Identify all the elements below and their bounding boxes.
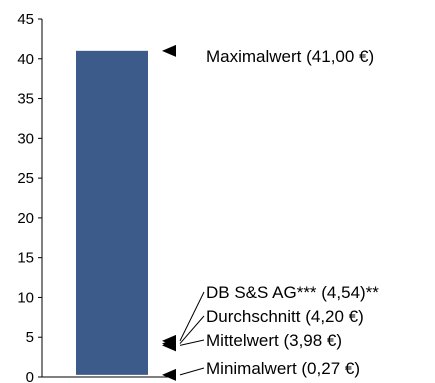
plot-area	[76, 50, 148, 375]
y-tick-label: 35	[17, 91, 34, 108]
annotation-label: DB S&S AG*** (4,54)**	[206, 283, 379, 302]
y-tick-label: 30	[17, 130, 34, 147]
annotation-leader-line	[179, 339, 205, 346]
y-tick-label: 40	[17, 51, 34, 68]
y-tick-label: 25	[17, 170, 34, 187]
y-tick-label: 10	[17, 289, 34, 306]
annotation-leader-line	[179, 315, 205, 344]
annotation-label: Minimalwert (0,27 €)	[206, 359, 360, 378]
y-tick-label: 15	[17, 250, 34, 267]
range-bar	[76, 50, 148, 375]
annotation-label: Mittelwert (3,98 €)	[206, 331, 342, 350]
y-tick-label: 0	[26, 369, 34, 383]
y-tick-label: 45	[17, 11, 34, 28]
y-tick-label: 5	[26, 329, 34, 346]
annotation-marker	[162, 368, 176, 381]
annotation-marker	[162, 339, 176, 352]
y-axis: 0 5 10 15 20 25 30 35 40 45	[17, 11, 176, 383]
annotation-leader-line	[179, 367, 205, 376]
annotation-label: Maximalwert (41,00 €)	[206, 47, 374, 66]
annotations: Maximalwert (41,00 €) DB S&S AG*** (4,54)…	[162, 44, 379, 381]
y-tick-label: 20	[17, 210, 34, 227]
annotation-label: Durchschnitt (4,20 €)	[206, 307, 364, 326]
annotation-marker	[162, 44, 176, 57]
annotation-leader-line	[179, 291, 205, 342]
